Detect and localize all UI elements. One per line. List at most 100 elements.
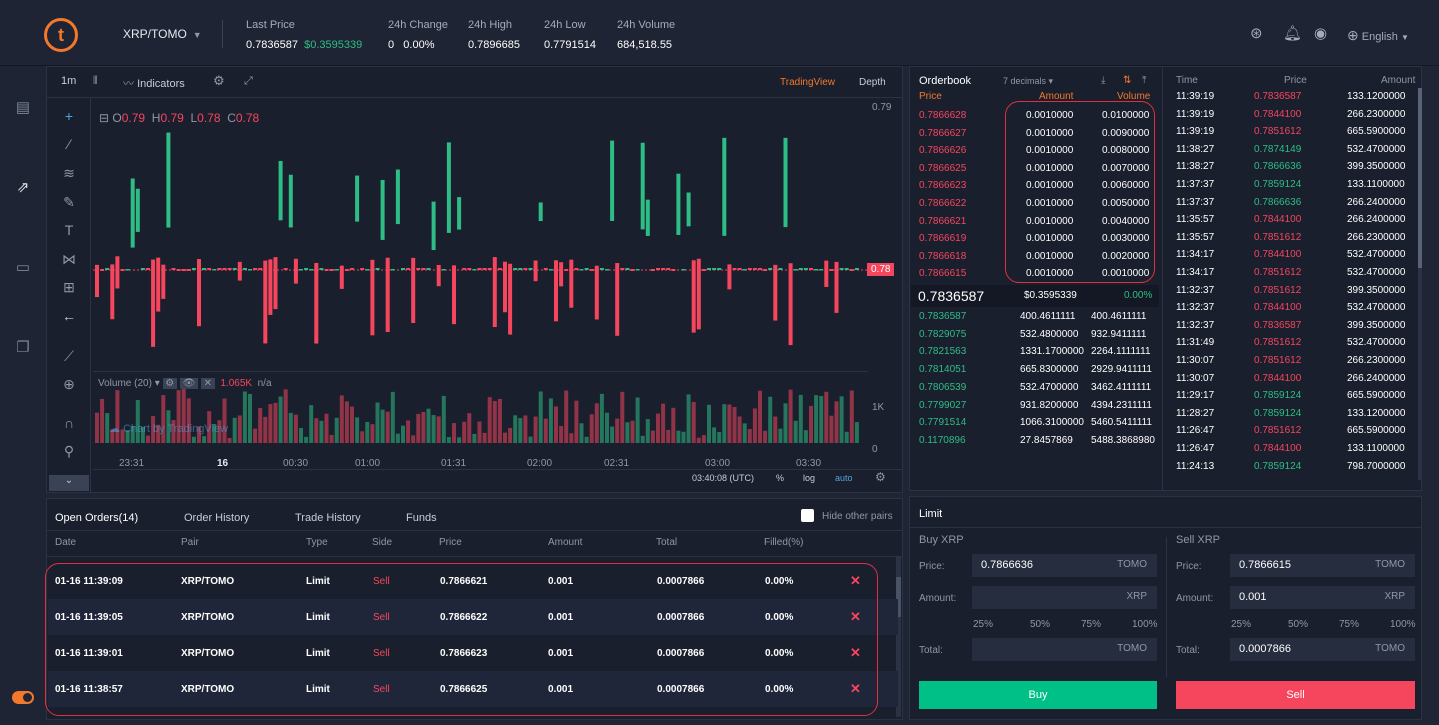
cancel-order-icon[interactable]: ✕	[850, 573, 861, 588]
tab-depth[interactable]: Depth	[859, 77, 886, 88]
bid-row[interactable]: 0.7829075 532.4800000 932.9411111	[919, 326, 1159, 344]
bids-only-icon[interactable]: ⤓	[1101, 75, 1106, 86]
hide-other-pairs-checkbox[interactable]	[801, 509, 814, 522]
tomo-logo-icon[interactable]: t	[44, 18, 78, 52]
auto-scale-button[interactable]: auto	[835, 473, 853, 483]
sell-percent-25[interactable]: 25%	[1231, 619, 1252, 630]
cancel-order-icon[interactable]: ✕	[850, 609, 861, 624]
text-tool-icon[interactable]: T	[64, 222, 74, 238]
trade-price: 0.7851612	[1254, 425, 1302, 437]
bid-row[interactable]: 0.1170896 27.8457869 5488.3868980	[919, 432, 1159, 450]
buy-total-input[interactable]: TOMO	[972, 638, 1157, 661]
indicators-button[interactable]: 〰 Indicators	[123, 75, 185, 91]
ask-row[interactable]: 0.7866623 0.0010000 0.0060000	[919, 177, 1159, 195]
support-icon[interactable]: ⊛	[1250, 25, 1263, 42]
candlestick-chart[interactable]	[93, 98, 868, 443]
language-selector[interactable]: ⊕ English ▼	[1347, 27, 1409, 44]
collapse-toolbar-button[interactable]: ⌄	[49, 475, 89, 491]
user-icon[interactable]: ◉	[1314, 25, 1328, 42]
tab-tradingview[interactable]: TradingView	[780, 77, 836, 88]
bid-row[interactable]: 0.7806539 532.4700000 3462.4111111	[919, 379, 1159, 397]
volume-label[interactable]: Volume (20)	[98, 378, 152, 389]
candle	[227, 268, 232, 270]
bid-volume: 400.4611111	[1091, 311, 1147, 322]
fullscreen-icon[interactable]: ⤢	[244, 75, 253, 87]
candle	[727, 264, 732, 290]
tab-order-history[interactable]: Order History	[184, 512, 250, 524]
buy-percent-75[interactable]: 75%	[1081, 619, 1102, 630]
log-scale-button[interactable]: log	[803, 473, 816, 483]
tab-trade-history[interactable]: Trade History	[295, 512, 361, 524]
sell-percent-75[interactable]: 75%	[1339, 619, 1360, 630]
theme-toggle[interactable]	[12, 691, 34, 704]
percent-scale-button[interactable]: %	[776, 473, 785, 483]
ask-row[interactable]: 0.7866628 0.0010000 0.0100000	[919, 107, 1159, 125]
candle	[268, 259, 273, 315]
bid-price: 0.7814051	[919, 364, 967, 376]
collapse-icon[interactable]: ⊟	[99, 111, 110, 125]
lock-icon[interactable]: ⚲	[63, 443, 75, 459]
both-sides-icon[interactable]: ⇅	[1123, 75, 1132, 86]
buy-amount-input[interactable]: XRP	[972, 586, 1157, 609]
sell-percent-50[interactable]: 50%	[1288, 619, 1309, 630]
tab-open-orders[interactable]: Open Orders(14)	[55, 512, 139, 524]
scrollbar[interactable]	[1418, 88, 1422, 480]
ask-row[interactable]: 0.7866622 0.0010000 0.0050000	[919, 195, 1159, 213]
sell-button[interactable]: Sell	[1176, 681, 1415, 709]
scrollbar[interactable]	[896, 557, 901, 717]
buy-percent-100[interactable]: 100%	[1132, 619, 1158, 630]
brush-icon[interactable]: ✎	[63, 194, 75, 210]
folder-icon[interactable]: ▭	[15, 259, 31, 276]
tab-funds[interactable]: Funds	[406, 512, 437, 524]
sell-amount-input[interactable]: 0.001 XRP	[1230, 586, 1415, 609]
buy-percent-50[interactable]: 50%	[1030, 619, 1051, 630]
settings-gear-icon[interactable]: ⚙	[213, 73, 225, 88]
pair-selector[interactable]: XRP/TOMO ▼	[123, 27, 202, 41]
trade-time: 11:34:17	[1176, 267, 1215, 278]
sell-price-input[interactable]: 0.7866615 TOMO	[1230, 554, 1415, 577]
chart-settings-icon[interactable]: ⚙	[875, 470, 886, 484]
trendline-icon[interactable]: ⁄	[67, 136, 71, 152]
crosshair-icon[interactable]: +	[64, 108, 74, 124]
buy-button[interactable]: Buy	[919, 681, 1157, 709]
ask-row[interactable]: 0.7866626 0.0010000 0.0080000	[919, 142, 1159, 160]
bid-row[interactable]: 0.7799027 931.8200000 4394.2311111	[919, 397, 1159, 415]
document-icon[interactable]: ❐	[16, 339, 30, 356]
column-header: Volume	[1117, 91, 1151, 102]
sell-total-input[interactable]: 0.0007866 TOMO	[1230, 638, 1415, 661]
buy-percent-25[interactable]: 25%	[973, 619, 994, 630]
utc-clock[interactable]: 03:40:08 (UTC)	[692, 473, 755, 483]
decimals-selector[interactable]: 7 decimals ▾	[1003, 76, 1054, 86]
ask-row[interactable]: 0.7866615 0.0010000 0.0010000	[919, 265, 1159, 283]
zoom-in-icon[interactable]: ⊕	[63, 376, 75, 392]
ruler-icon[interactable]: ⟋	[64, 348, 74, 364]
cancel-order-icon[interactable]: ✕	[850, 645, 861, 660]
volume-bar	[380, 409, 385, 443]
asks-only-icon[interactable]: ⤒	[1142, 75, 1147, 86]
buy-price-input[interactable]: 0.7866636 TOMO	[972, 554, 1157, 577]
cancel-order-icon[interactable]: ✕	[850, 681, 861, 696]
chart-icon[interactable]: ▤	[15, 99, 31, 116]
ask-row[interactable]: 0.7866627 0.0010000 0.0090000	[919, 125, 1159, 143]
interval-selector[interactable]: 1m	[61, 75, 77, 87]
back-arrow-icon[interactable]: ←	[62, 308, 76, 324]
candle	[339, 265, 344, 289]
trade-price: 0.7844100	[1254, 214, 1302, 226]
ask-row[interactable]: 0.7866619 0.0010000 0.0030000	[919, 230, 1159, 248]
bid-row[interactable]: 0.7821563 1331.1700000 2264.1111111	[919, 343, 1159, 361]
trade-icon[interactable]: ⇗	[16, 179, 30, 196]
ask-row[interactable]: 0.7866625 0.0010000 0.0070000	[919, 160, 1159, 178]
sell-percent-100[interactable]: 100%	[1390, 619, 1416, 630]
volume-bar	[457, 437, 462, 443]
bid-row[interactable]: 0.7836587 400.4611111 400.4611111	[919, 308, 1159, 326]
bid-row[interactable]: 0.7814051 665.8300000 2929.9411111	[919, 361, 1159, 379]
magnet-icon[interactable]: ∩	[63, 415, 75, 431]
bid-row[interactable]: 0.7791514 1066.3100000 5460.5411111	[919, 414, 1159, 432]
candle-type-icon[interactable]: ⫴	[93, 75, 98, 87]
notification-bell-icon[interactable]: 🔔︎	[1283, 25, 1303, 42]
ask-row[interactable]: 0.7866621 0.0010000 0.0040000	[919, 213, 1159, 231]
fib-icon[interactable]: ≋	[63, 165, 75, 181]
pattern-icon[interactable]: ⋈	[62, 251, 76, 267]
ask-row[interactable]: 0.7866618 0.0010000 0.0020000	[919, 248, 1159, 266]
measure-icon[interactable]: ⊞	[63, 279, 75, 295]
